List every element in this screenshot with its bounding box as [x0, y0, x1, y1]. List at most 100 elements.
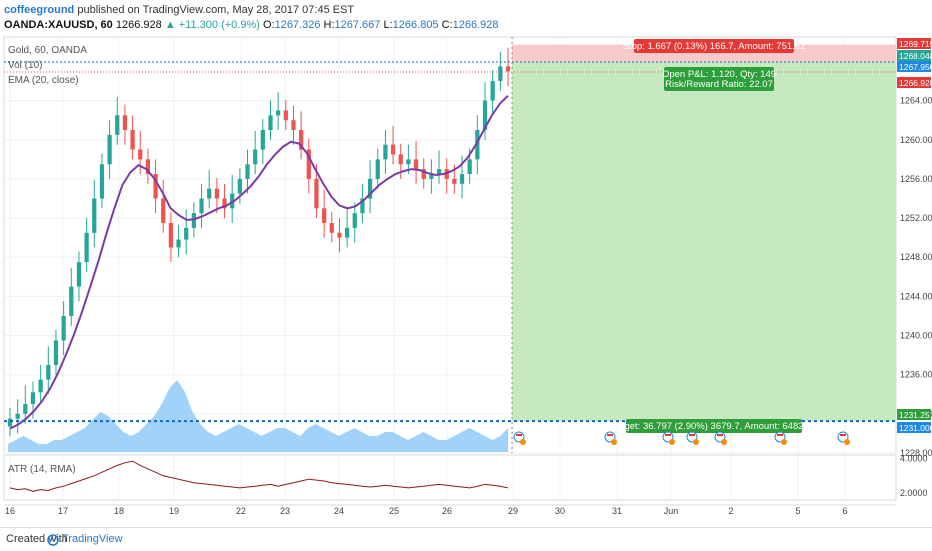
candle	[38, 364, 43, 403]
chart-canvas[interactable]: 1228.0001232.0001236.0001240.0001244.000…	[0, 0, 932, 527]
last-price: 1266.928	[115, 19, 162, 31]
event-flag-stripe	[516, 434, 522, 436]
candle	[498, 51, 503, 91]
candle	[53, 329, 59, 375]
price-tag-bg	[897, 38, 931, 49]
candle-body	[222, 198, 227, 209]
x-tick-label: 16	[5, 506, 15, 516]
x-tick-label: 25	[389, 506, 399, 516]
candle-body	[30, 392, 36, 405]
symbol-bar: OANDA:XAUUSD, 60 1266.928 ▲ +11.300 (+0.…	[4, 19, 499, 31]
publish-date: published on TradingView.com, May 28, 20…	[77, 4, 355, 16]
event-flag-dot	[693, 439, 699, 445]
y-tick-label: 1264.000	[900, 96, 932, 106]
candle-body	[122, 115, 128, 130]
event-flag-icon	[662, 431, 675, 445]
stop-label-bg	[634, 39, 794, 53]
candle-body	[92, 198, 97, 233]
candle	[46, 346, 51, 395]
x-tick-label: 31	[612, 506, 622, 516]
volume-area	[8, 380, 508, 452]
event-flag-dot	[781, 439, 787, 445]
author-link[interactable]: coffeeground	[4, 4, 75, 16]
candle-body	[253, 149, 258, 165]
candle-body	[398, 154, 403, 165]
close-value: 1266.928	[452, 19, 499, 31]
candle	[436, 150, 442, 184]
candle-body	[168, 222, 174, 248]
event-flag-stripe	[689, 434, 695, 436]
candle-body	[276, 110, 281, 116]
candle	[245, 149, 250, 194]
atr-tick-label: 4.0000	[900, 453, 928, 463]
candle	[291, 105, 296, 145]
close-label: C:	[441, 19, 453, 31]
y-tick-label: 1228.000	[900, 448, 932, 458]
candle	[222, 183, 227, 219]
candle	[322, 189, 327, 238]
candle-body	[283, 110, 288, 121]
candle	[168, 212, 174, 263]
candle-body	[230, 193, 235, 209]
event-flag-dot	[520, 439, 526, 445]
candle	[130, 115, 135, 160]
open-label: O:	[262, 19, 275, 31]
candle-body	[299, 129, 304, 150]
candle	[299, 111, 304, 160]
atr-line	[9, 460, 509, 492]
event-flag-icon	[714, 431, 727, 445]
candle	[207, 170, 212, 209]
x-tick-label: 6	[842, 506, 847, 516]
candle-body	[306, 149, 311, 179]
candle	[161, 179, 166, 233]
legend-title: Gold, 60, OANDA	[8, 45, 87, 56]
candle-body	[115, 115, 120, 135]
candle	[107, 120, 112, 179]
price-tag-text: 1267.950	[899, 62, 932, 72]
candle-body	[429, 174, 434, 179]
candle	[413, 140, 419, 184]
candle-body	[475, 129, 480, 160]
candle-body	[444, 169, 449, 179]
candle-body	[61, 315, 66, 341]
candle	[61, 301, 66, 356]
price-tag: 1268.048	[897, 50, 932, 61]
x-tick-label: 19	[169, 506, 179, 516]
y-tick-label: 1244.000	[900, 291, 932, 301]
candle	[505, 47, 511, 86]
candle-body	[84, 232, 89, 263]
pnl-label-text: Risk/Reward Ratio: 22.07	[665, 79, 773, 90]
candle-body	[46, 364, 51, 380]
candle	[253, 130, 258, 175]
event-flag-icon	[686, 431, 699, 445]
candle-body	[138, 149, 143, 160]
target-label-text: Target: 36.797 (2.90%) 3679.7, Amount: 6…	[611, 421, 816, 432]
price-tag: 1267.950	[897, 61, 932, 72]
candle	[375, 148, 380, 189]
tradingview-brand-link[interactable]: TradingView	[62, 533, 123, 545]
pnl-label-bg	[664, 67, 774, 91]
x-tick-label: Jun	[664, 506, 679, 516]
candle	[429, 159, 434, 194]
candle	[276, 91, 281, 130]
low-label: L:	[383, 19, 393, 31]
publish-info: coffeeground published on TradingView.co…	[4, 4, 354, 16]
x-tick-label: 29	[508, 506, 518, 516]
candle-body	[436, 169, 442, 175]
candle-body	[413, 159, 419, 170]
candle-body	[7, 418, 13, 427]
candle-body	[505, 66, 511, 72]
candle-body	[145, 159, 151, 175]
candle	[482, 82, 488, 140]
y-tick-label: 1252.000	[900, 213, 932, 223]
candle-body	[291, 120, 296, 130]
price-tag-text: 1266.928	[899, 78, 932, 88]
candle	[337, 218, 342, 253]
candle-body	[245, 164, 250, 179]
candle	[230, 175, 235, 223]
candle-body	[76, 262, 82, 287]
candle-body	[344, 227, 350, 238]
event-flag-icon	[837, 431, 850, 445]
event-flag-stripe	[717, 434, 723, 436]
candle-body	[482, 100, 488, 130]
